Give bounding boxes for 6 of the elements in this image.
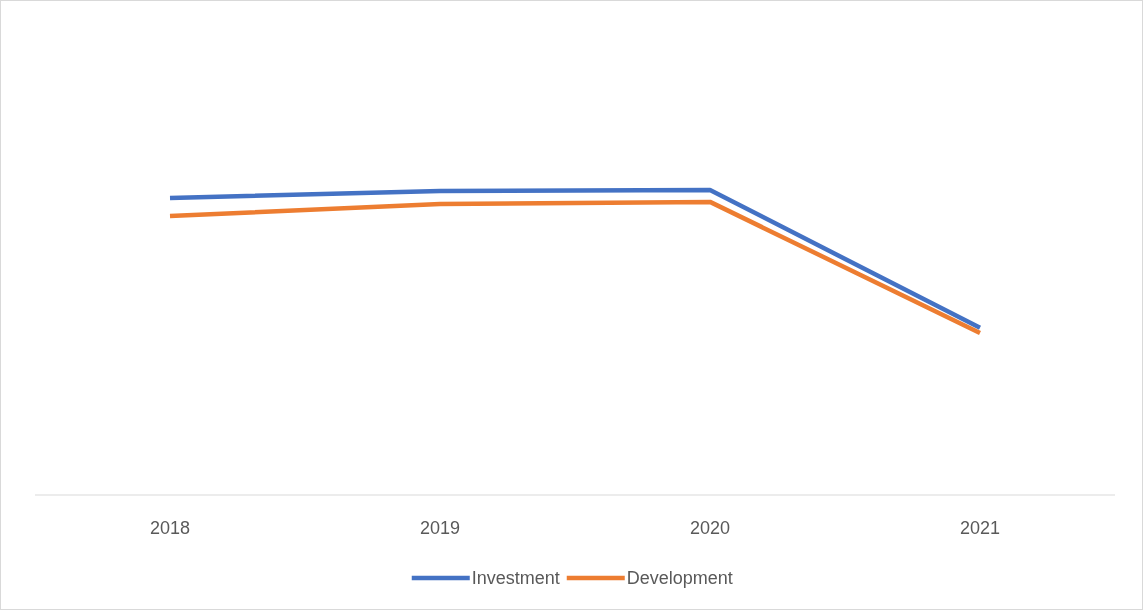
x-tick-label: 2020 [689, 518, 731, 538]
x-tick-label: 2021 [959, 518, 1001, 538]
x-tick-label: 2019 [419, 518, 461, 538]
legend-label: Investment [471, 568, 560, 588]
x-tick-label: 2018 [149, 518, 191, 538]
legend-label: Development [626, 568, 733, 588]
